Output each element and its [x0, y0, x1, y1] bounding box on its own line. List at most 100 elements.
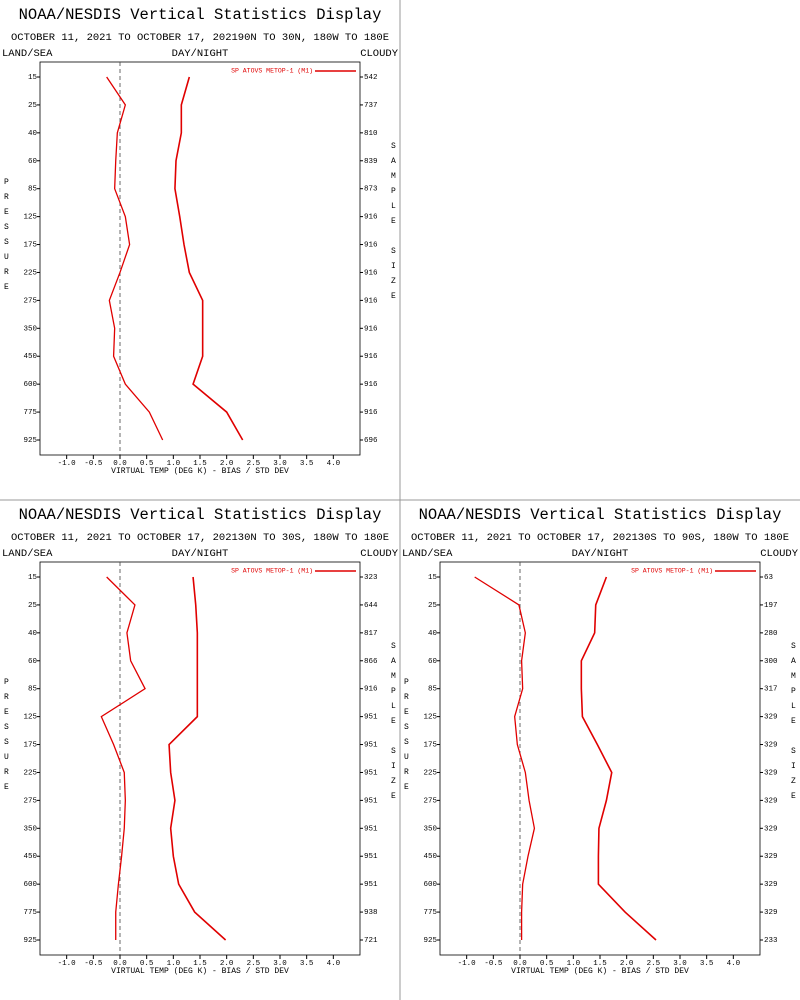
y-tick-label: 25	[28, 602, 38, 610]
sample-size-label: 721	[364, 937, 378, 945]
y-tick-label: 350	[23, 825, 37, 833]
sample-size-label: 233	[764, 937, 778, 945]
y-tick-label: 600	[23, 881, 37, 889]
x-axis-label: VIRTUAL TEMP (DEG K) - BIAS / STD DEV	[111, 467, 289, 476]
x-tick-label: 0.5	[140, 960, 154, 968]
sample-size-label: 951	[364, 881, 378, 889]
x-tick-label: 2.0	[220, 960, 234, 968]
panel: NOAA/NESDIS Vertical Statistics Display O…	[402, 506, 799, 976]
y-tick-label: 25	[428, 602, 438, 610]
y-tick-label: 15	[28, 574, 38, 582]
plot-frame	[39, 61, 361, 456]
x-tick-label: 2.5	[247, 460, 261, 468]
y-tick-label: 225	[423, 769, 437, 777]
header-left: LAND/SEA	[402, 548, 453, 560]
sample-size-label: 951	[364, 714, 378, 722]
sample-size-label: 644	[364, 602, 378, 610]
sample-size-label: 329	[764, 881, 778, 889]
x-tick-label: 3.5	[300, 960, 314, 968]
x-tick-label: 3.0	[673, 960, 687, 968]
x-tick-label: 2.5	[647, 960, 661, 968]
x-tick-label: 3.5	[300, 460, 314, 468]
x-tick-label: 1.0	[167, 460, 181, 468]
chart-title: NOAA/NESDIS Vertical Statistics Display	[419, 506, 782, 524]
y-tick-label: 350	[23, 325, 37, 333]
sample-size-label: 63	[764, 574, 774, 582]
x-tick-label: 1.0	[167, 960, 181, 968]
header-left: LAND/SEA	[2, 48, 53, 60]
sample-size-label: 938	[364, 909, 378, 917]
y-tick-label: 25	[28, 102, 38, 110]
y-tick-label: 600	[23, 381, 37, 389]
y-axis-label: PRESSURE	[2, 178, 11, 298]
y-axis-label: PRESSURE	[2, 678, 11, 798]
x-tick-label: 1.0	[567, 960, 581, 968]
x-tick-label: -0.5	[484, 960, 503, 968]
y-tick-label: 40	[28, 130, 38, 138]
sample-size-label: 951	[364, 797, 378, 805]
sample-size-label: 951	[364, 742, 378, 750]
sample-size-label: 916	[364, 325, 378, 333]
x-tick-label: -0.5	[84, 460, 103, 468]
x-axis-label: VIRTUAL TEMP (DEG K) - BIAS / STD DEV	[111, 967, 289, 976]
y-tick-label: 125	[23, 214, 37, 222]
sample-size-label: 696	[364, 437, 378, 445]
sample-size-label: 916	[364, 409, 378, 417]
y-tick-label: 40	[28, 630, 38, 638]
std-dev-line	[580, 576, 657, 941]
x-tick-label: -1.0	[58, 460, 77, 468]
x-tick-label: 0.5	[140, 460, 154, 468]
y-tick-label: 175	[23, 242, 37, 250]
x-tick-label: 2.5	[247, 960, 261, 968]
y-tick-label: 925	[423, 937, 437, 945]
sample-size-label: 916	[364, 297, 378, 305]
y-tick-label: 175	[23, 742, 37, 750]
sample-size-label: 329	[764, 769, 778, 777]
y2-axis-label: SAMPLE SIZE	[389, 142, 398, 307]
sample-size-label: 329	[764, 853, 778, 861]
x-axis-label: VIRTUAL TEMP (DEG K) - BIAS / STD DEV	[511, 967, 689, 976]
sample-size-label: 329	[764, 714, 778, 722]
y-tick-label: 775	[423, 909, 437, 917]
bias-line	[106, 76, 164, 441]
panel: NOAA/NESDIS Vertical Statistics Display O…	[2, 6, 399, 476]
y-tick-label: 60	[428, 658, 438, 666]
sample-size-label: 916	[364, 214, 378, 222]
sample-size-label: 300	[764, 658, 778, 666]
y-tick-label: 925	[23, 437, 37, 445]
legend-label: SP ATOVS METOP-1 (M1)	[231, 568, 313, 575]
subtitle: OCTOBER 11, 2021 TO OCTOBER 17, 202130N …	[11, 532, 389, 544]
header-left: LAND/SEA	[2, 548, 53, 560]
subtitle: OCTOBER 11, 2021 TO OCTOBER 17, 202190N …	[11, 32, 389, 44]
header-center: DAY/NIGHT	[572, 548, 629, 560]
y-tick-label: 275	[423, 797, 437, 805]
y-tick-label: 85	[28, 686, 38, 694]
x-tick-label: -1.0	[58, 960, 77, 968]
header-right: CLOUDY	[360, 548, 399, 560]
sample-size-label: 329	[764, 742, 778, 750]
y2-axis-label: SAMPLE SIZE	[789, 642, 798, 807]
sample-size-label: 873	[364, 186, 378, 194]
std-dev-line	[174, 76, 244, 441]
y-tick-label: 85	[28, 186, 38, 194]
y2-axis-label: SAMPLE SIZE	[389, 642, 398, 807]
sample-size-label: 916	[364, 381, 378, 389]
y-tick-label: 85	[428, 686, 438, 694]
sample-size-label: 280	[764, 630, 778, 638]
sample-size-label: 951	[364, 853, 378, 861]
x-tick-label: 4.0	[327, 460, 341, 468]
y-tick-label: 775	[23, 909, 37, 917]
x-tick-label: 0.0	[113, 460, 127, 468]
sample-size-label: 916	[364, 242, 378, 250]
sample-size-label: 197	[764, 602, 778, 610]
y-tick-label: 15	[28, 74, 38, 82]
bias-line	[100, 576, 146, 940]
x-tick-label: 1.5	[193, 960, 207, 968]
plot-frame	[439, 561, 761, 956]
legend-label: SP ATOVS METOP-1 (M1)	[231, 68, 313, 75]
sample-size-label: 329	[764, 825, 778, 833]
header-center: DAY/NIGHT	[172, 548, 229, 560]
subtitle: OCTOBER 11, 2021 TO OCTOBER 17, 202130S …	[411, 532, 789, 544]
